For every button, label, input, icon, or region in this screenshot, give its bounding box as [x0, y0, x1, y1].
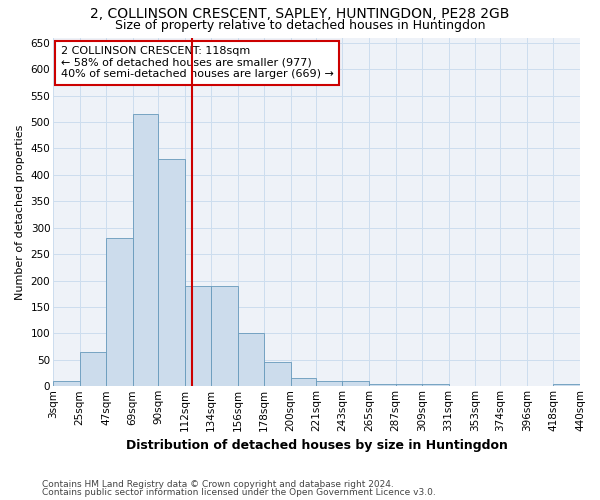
Text: Contains public sector information licensed under the Open Government Licence v3: Contains public sector information licen… [42, 488, 436, 497]
Bar [553, 384, 580, 386]
Bar [53, 381, 80, 386]
Bar [238, 334, 264, 386]
Bar [158, 159, 185, 386]
Bar [422, 384, 449, 386]
X-axis label: Distribution of detached houses by size in Huntingdon: Distribution of detached houses by size … [125, 440, 508, 452]
Bar [264, 362, 290, 386]
Y-axis label: Number of detached properties: Number of detached properties [15, 124, 25, 300]
Bar [290, 378, 316, 386]
Bar [211, 286, 238, 386]
Bar [106, 238, 133, 386]
Bar [343, 381, 369, 386]
Bar [133, 114, 158, 386]
Bar [185, 286, 211, 386]
Bar [395, 384, 422, 386]
Bar [80, 352, 106, 386]
Bar [316, 381, 343, 386]
Bar [369, 384, 395, 386]
Text: 2 COLLINSON CRESCENT: 118sqm
← 58% of detached houses are smaller (977)
40% of s: 2 COLLINSON CRESCENT: 118sqm ← 58% of de… [61, 46, 334, 80]
Text: Size of property relative to detached houses in Huntingdon: Size of property relative to detached ho… [115, 19, 485, 32]
Text: 2, COLLINSON CRESCENT, SAPLEY, HUNTINGDON, PE28 2GB: 2, COLLINSON CRESCENT, SAPLEY, HUNTINGDO… [91, 8, 509, 22]
Text: Contains HM Land Registry data © Crown copyright and database right 2024.: Contains HM Land Registry data © Crown c… [42, 480, 394, 489]
